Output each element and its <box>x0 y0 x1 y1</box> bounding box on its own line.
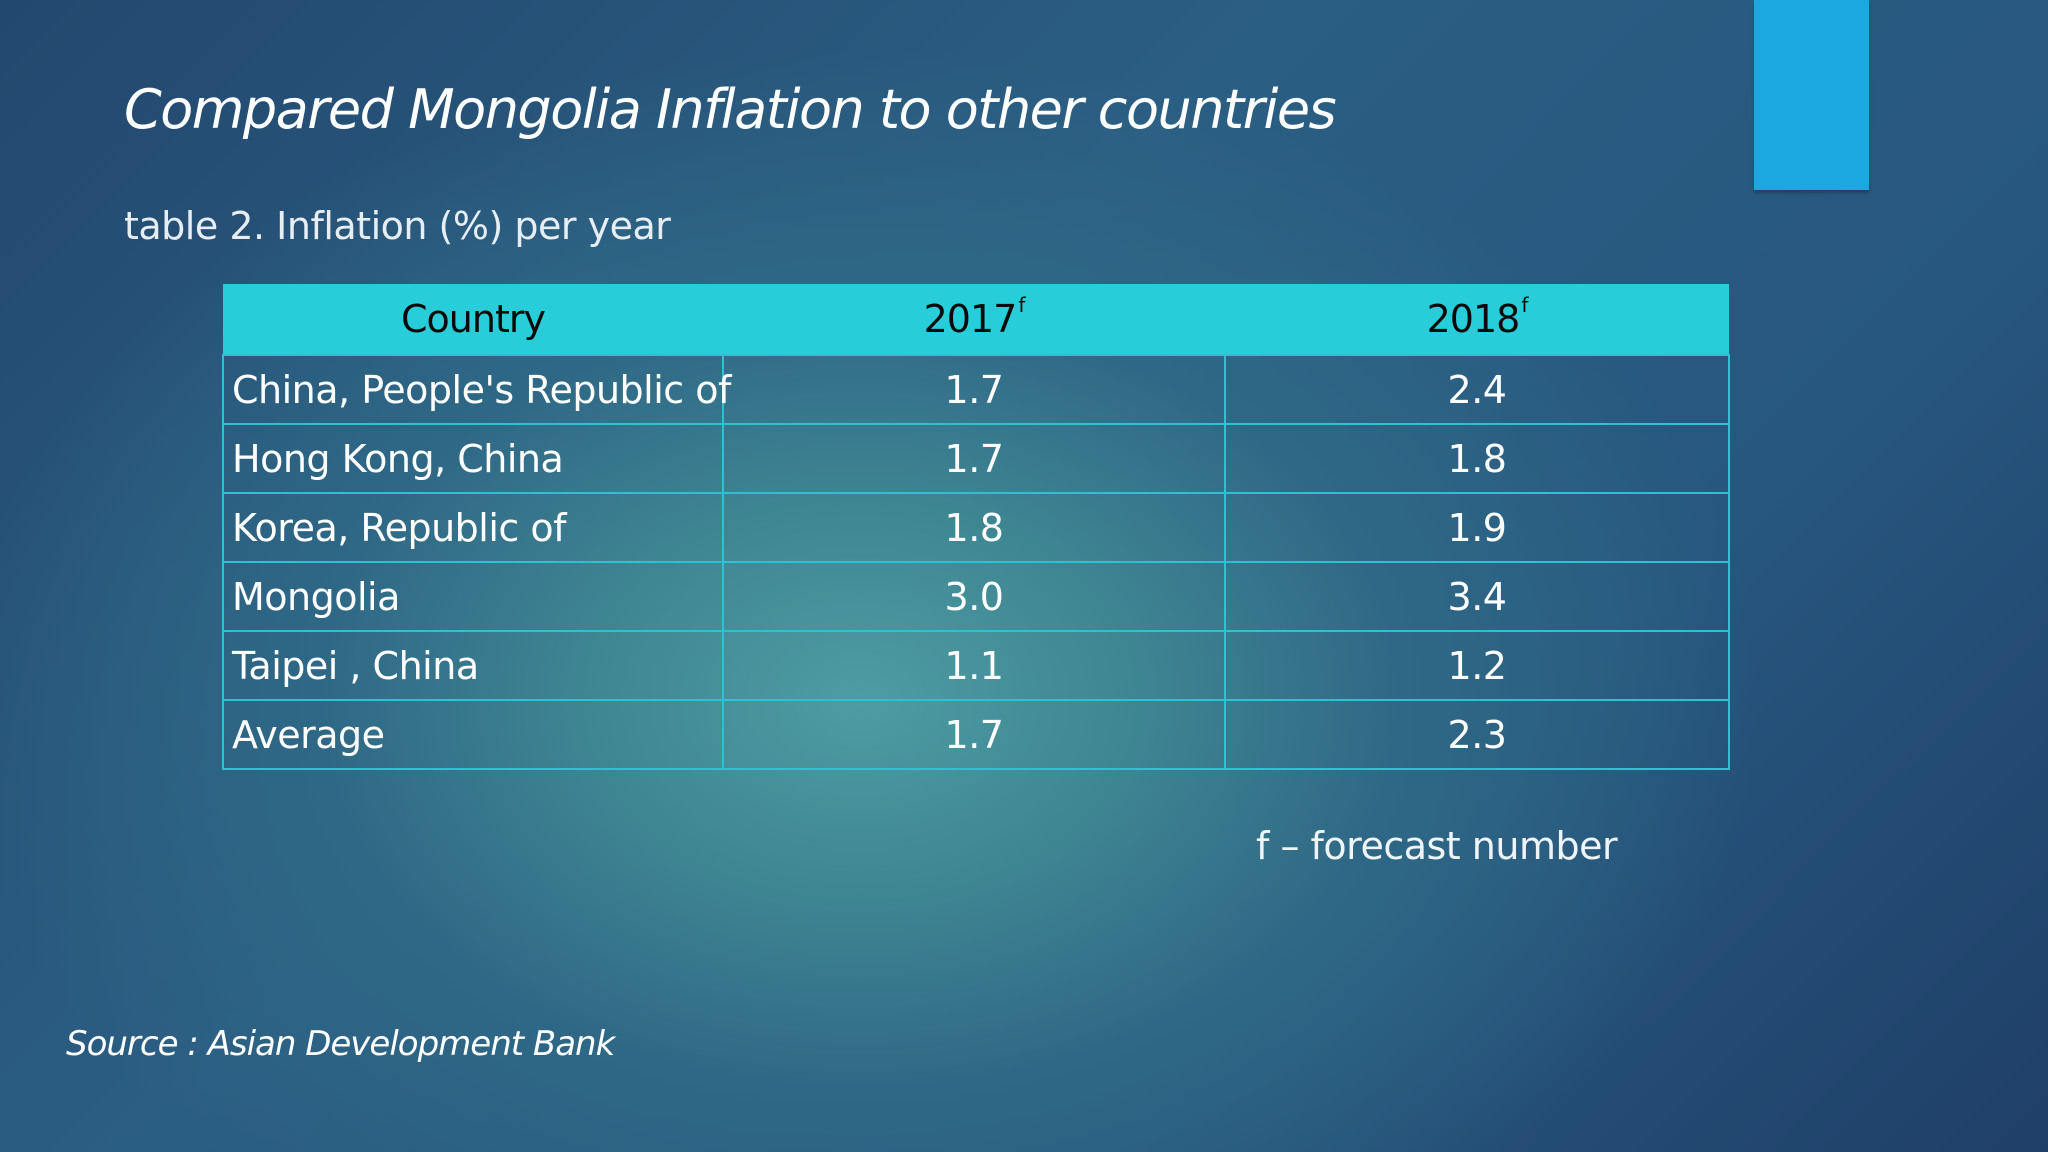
source-note: Source : Asian Development Bank <box>66 1024 615 1064</box>
value-2017: 1.8 <box>722 492 1226 563</box>
table-header-row: Country 2017 f 2018 f <box>223 284 1729 355</box>
table-row: Mongolia 3.0 3.4 <box>222 561 1730 632</box>
value-2017: 1.7 <box>722 354 1226 425</box>
table-row: Average 1.7 2.3 <box>222 699 1730 770</box>
value-2018: 1.8 <box>1224 423 1730 494</box>
header-2017: 2017 f <box>723 284 1225 355</box>
country-cell: Korea, Republic of <box>222 492 724 563</box>
table-row: China, People's Republic of 1.7 2.4 <box>222 354 1730 425</box>
table-row: Taipei , China 1.1 1.2 <box>222 630 1730 701</box>
country-cell: China, People's Republic of <box>222 354 731 425</box>
table-caption: table 2. Inflation (%) per year <box>124 204 671 248</box>
forecast-footnote: f – forecast number <box>1256 824 1618 868</box>
value-2018: 2.3 <box>1224 699 1730 770</box>
forecast-mark: f <box>1521 293 1528 318</box>
value-2018: 2.4 <box>1224 354 1730 425</box>
value-2018: 1.2 <box>1224 630 1730 701</box>
header-2018: 2018 f <box>1225 284 1729 355</box>
value-2017: 1.1 <box>722 630 1226 701</box>
slide-title: Compared Mongolia Inflation to other cou… <box>124 78 1337 141</box>
forecast-mark: f <box>1018 293 1025 318</box>
country-cell: Average <box>222 699 724 770</box>
value-2017: 1.7 <box>722 699 1226 770</box>
inflation-table: Country 2017 f 2018 f China, People's Repu… <box>222 284 1730 770</box>
value-2017: 1.7 <box>722 423 1226 494</box>
table-row: Korea, Republic of 1.8 1.9 <box>222 492 1730 563</box>
accent-bar <box>1754 0 1869 190</box>
country-cell: Mongolia <box>222 561 724 632</box>
value-2017: 3.0 <box>722 561 1226 632</box>
value-2018: 1.9 <box>1224 492 1730 563</box>
table-row: Hong Kong, China 1.7 1.8 <box>222 423 1730 494</box>
value-2018: 3.4 <box>1224 561 1730 632</box>
header-country: Country <box>223 284 723 355</box>
country-cell: Taipei , China <box>222 630 724 701</box>
country-cell: Hong Kong, China <box>222 423 724 494</box>
